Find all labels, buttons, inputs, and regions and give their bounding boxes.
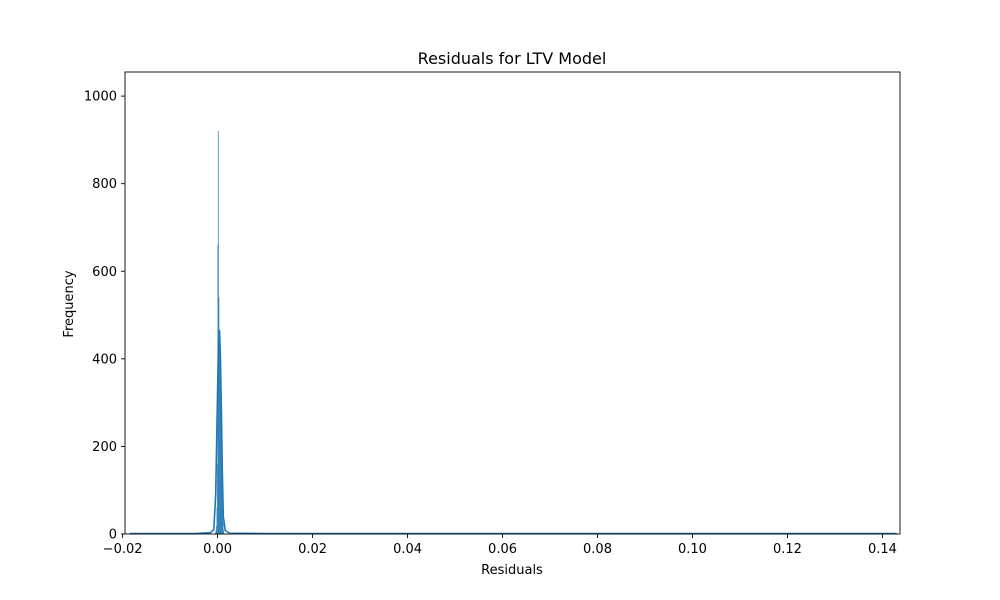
plot-area xyxy=(124,71,901,535)
y-axis-label: Frequency xyxy=(62,270,77,337)
x-tick-label-8: 0.14 xyxy=(868,542,897,557)
y-tick-label-5: 1000 xyxy=(84,90,117,105)
plot-frame xyxy=(124,71,901,535)
x-tick-label-3: 0.04 xyxy=(393,542,422,557)
y-axis: 0 200 400 600 800 1000 xyxy=(84,90,125,543)
chart-title: Residuals for LTV Model xyxy=(418,49,607,68)
y-tick-label-4: 800 xyxy=(92,177,117,192)
x-tick-label-1: 0.00 xyxy=(203,542,232,557)
x-axis: −0.02 0.00 0.02 0.04 0.06 0.08 0.10 0.12 0.14 xyxy=(103,534,897,557)
y-tick-label-2: 400 xyxy=(92,352,117,367)
x-tick-label-6: 0.10 xyxy=(678,542,707,557)
x-tick-label-0: −0.02 xyxy=(103,542,143,557)
x-tick-label-7: 0.12 xyxy=(773,542,802,557)
kde-density-line xyxy=(129,329,897,535)
y-tick-label-1: 200 xyxy=(92,440,117,455)
x-axis-label: Residuals xyxy=(481,563,543,578)
y-tick-label-3: 600 xyxy=(92,265,117,280)
x-tick-label-2: 0.02 xyxy=(298,542,327,557)
x-tick-label-4: 0.06 xyxy=(488,542,517,557)
y-tick-label-0: 0 xyxy=(109,528,117,543)
histogram-bar-17 xyxy=(223,530,225,535)
x-tick-label-5: 0.08 xyxy=(583,542,612,557)
